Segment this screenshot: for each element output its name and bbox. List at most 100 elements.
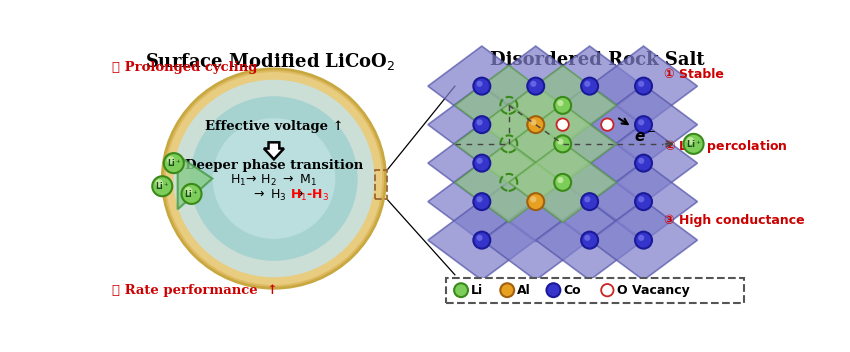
Circle shape [635,232,652,249]
Polygon shape [455,142,563,222]
Circle shape [558,177,564,183]
Polygon shape [536,84,643,165]
Circle shape [584,81,591,87]
FancyBboxPatch shape [445,278,745,302]
Polygon shape [590,46,697,126]
Text: Li: Li [471,284,483,297]
Polygon shape [536,162,643,242]
Circle shape [638,235,644,241]
Polygon shape [482,123,590,203]
Text: Li$^+$: Li$^+$ [155,180,169,192]
Circle shape [635,193,652,210]
Polygon shape [428,200,536,280]
Text: Surface Modified LiCoO$_2$: Surface Modified LiCoO$_2$ [144,51,395,73]
Circle shape [167,156,174,164]
Circle shape [156,179,163,187]
Text: ② Rate performance  ↑: ② Rate performance ↑ [112,284,278,297]
Polygon shape [482,84,590,165]
Text: ① Stable: ① Stable [665,68,724,81]
Circle shape [554,136,571,152]
Polygon shape [536,200,643,280]
Polygon shape [482,46,590,126]
Ellipse shape [173,80,374,277]
Ellipse shape [190,96,358,261]
Circle shape [527,193,544,210]
Circle shape [581,78,598,95]
Circle shape [683,134,704,154]
Circle shape [152,176,173,196]
Ellipse shape [166,72,382,285]
Circle shape [581,193,598,210]
Circle shape [473,232,490,249]
Circle shape [184,187,192,195]
Text: H$_1$-H$_3$: H$_1$-H$_3$ [290,188,329,203]
Polygon shape [590,123,697,203]
Text: Al: Al [518,284,531,297]
Circle shape [635,155,652,172]
Text: Disordered Rock Salt: Disordered Rock Salt [490,51,705,69]
Text: ① Prolonged cycling: ① Prolonged cycling [112,61,258,74]
Polygon shape [509,142,616,222]
Polygon shape [428,46,536,126]
Circle shape [473,155,490,172]
Circle shape [687,137,694,145]
Polygon shape [590,84,697,165]
Circle shape [584,196,591,202]
Circle shape [554,174,571,191]
Circle shape [635,78,652,95]
Circle shape [584,235,591,241]
Polygon shape [509,104,616,184]
Text: H$_1$$\!\rightarrow\!$ H$_2$ $\rightarrow$ M$_1$: H$_1$$\!\rightarrow\!$ H$_2$ $\rightarro… [230,173,317,188]
Polygon shape [428,84,536,165]
Circle shape [601,284,614,296]
Circle shape [581,232,598,249]
Circle shape [454,283,468,297]
Circle shape [477,196,483,202]
Circle shape [554,97,571,114]
FancyArrow shape [264,142,284,159]
Circle shape [638,196,644,202]
Text: e$^-$: e$^-$ [634,130,657,145]
Polygon shape [590,162,697,242]
Circle shape [530,119,536,125]
Circle shape [473,193,490,210]
Circle shape [558,138,564,145]
Circle shape [638,81,644,87]
Text: ② Li$^+$ percolation: ② Li$^+$ percolation [665,139,788,157]
Text: Effective voltage ↑: Effective voltage ↑ [205,120,343,133]
Circle shape [477,235,483,241]
Polygon shape [509,65,616,145]
Polygon shape [590,200,697,280]
Polygon shape [536,46,643,126]
Text: ③ High conductance: ③ High conductance [665,214,805,227]
Circle shape [635,116,652,133]
Text: Li$^+$: Li$^+$ [167,157,181,169]
Circle shape [527,78,544,95]
Text: Deeper phase transition: Deeper phase transition [184,159,363,172]
Polygon shape [482,162,590,242]
Polygon shape [482,200,590,280]
Polygon shape [455,104,563,184]
Circle shape [164,153,184,173]
Circle shape [638,158,644,164]
Polygon shape [536,123,643,203]
Polygon shape [455,65,563,145]
Circle shape [477,158,483,164]
Circle shape [530,196,536,202]
Circle shape [501,283,514,297]
Text: Li$^+$: Li$^+$ [686,138,701,150]
Circle shape [547,283,560,297]
Circle shape [182,184,201,204]
Circle shape [473,116,490,133]
Circle shape [477,119,483,125]
Ellipse shape [162,69,386,288]
Circle shape [527,116,544,133]
Circle shape [530,81,536,87]
Circle shape [601,119,614,131]
Circle shape [477,81,483,87]
Text: Co: Co [564,284,581,297]
Polygon shape [178,156,212,209]
Text: $\rightarrow$ H$_3$ $\rightarrow$: $\rightarrow$ H$_3$ $\rightarrow$ [251,188,303,203]
Polygon shape [428,123,536,203]
Ellipse shape [212,118,336,239]
